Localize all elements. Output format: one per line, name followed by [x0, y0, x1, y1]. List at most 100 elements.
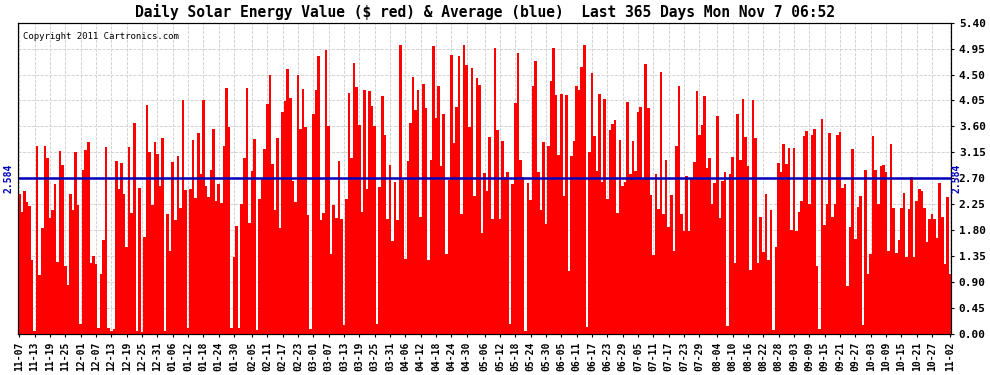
Bar: [939, 183, 940, 334]
Bar: [299, 129, 302, 334]
Bar: [806, 131, 808, 334]
Bar: [36, 147, 39, 334]
Bar: [139, 188, 141, 334]
Bar: [867, 274, 869, 334]
Bar: [120, 163, 123, 334]
Bar: [281, 112, 284, 334]
Bar: [775, 247, 777, 334]
Bar: [727, 326, 729, 334]
Bar: [404, 260, 407, 334]
Bar: [271, 164, 273, 334]
Bar: [872, 136, 874, 334]
Bar: [544, 224, 547, 334]
Bar: [580, 68, 583, 334]
Bar: [261, 179, 263, 334]
Bar: [742, 99, 744, 334]
Bar: [79, 324, 82, 334]
Bar: [156, 154, 158, 334]
Bar: [795, 231, 798, 334]
Bar: [567, 271, 570, 334]
Bar: [751, 100, 754, 334]
Bar: [34, 331, 36, 334]
Bar: [169, 251, 171, 334]
Bar: [512, 183, 514, 334]
Bar: [501, 141, 504, 334]
Bar: [596, 171, 598, 334]
Bar: [874, 170, 877, 334]
Bar: [670, 195, 672, 334]
Bar: [680, 214, 683, 334]
Bar: [110, 331, 113, 334]
Bar: [821, 119, 824, 334]
Bar: [646, 108, 649, 334]
Bar: [128, 147, 131, 334]
Bar: [843, 184, 846, 334]
Bar: [744, 137, 746, 334]
Bar: [325, 50, 328, 334]
Bar: [898, 240, 900, 334]
Bar: [560, 94, 562, 334]
Bar: [317, 56, 320, 334]
Bar: [606, 200, 609, 334]
Bar: [163, 331, 166, 334]
Bar: [373, 126, 376, 334]
Bar: [734, 263, 737, 334]
Bar: [414, 110, 417, 334]
Bar: [916, 201, 918, 334]
Bar: [425, 108, 427, 334]
Bar: [483, 172, 486, 334]
Bar: [268, 75, 271, 334]
Bar: [202, 100, 205, 334]
Bar: [215, 201, 218, 334]
Bar: [228, 127, 231, 334]
Bar: [475, 78, 478, 334]
Bar: [205, 186, 207, 334]
Bar: [328, 126, 330, 334]
Bar: [851, 149, 854, 334]
Bar: [578, 90, 580, 334]
Bar: [89, 264, 92, 334]
Bar: [371, 106, 373, 334]
Bar: [64, 266, 66, 334]
Bar: [637, 112, 640, 334]
Bar: [882, 165, 885, 334]
Bar: [931, 214, 934, 334]
Bar: [486, 190, 488, 334]
Bar: [302, 89, 304, 334]
Bar: [588, 152, 591, 334]
Bar: [82, 170, 84, 334]
Bar: [87, 142, 89, 334]
Bar: [407, 160, 409, 334]
Bar: [312, 114, 315, 334]
Bar: [905, 257, 908, 334]
Bar: [598, 94, 601, 334]
Bar: [66, 285, 69, 334]
Bar: [92, 256, 95, 334]
Bar: [514, 104, 517, 334]
Bar: [255, 330, 258, 334]
Bar: [115, 161, 118, 334]
Bar: [703, 96, 706, 334]
Bar: [622, 186, 624, 334]
Bar: [693, 162, 696, 334]
Bar: [685, 176, 688, 334]
Bar: [284, 100, 286, 334]
Bar: [627, 102, 629, 334]
Bar: [289, 98, 292, 334]
Bar: [819, 329, 821, 334]
Bar: [174, 220, 176, 334]
Bar: [837, 135, 839, 334]
Bar: [854, 239, 856, 334]
Bar: [757, 263, 759, 334]
Bar: [946, 197, 948, 334]
Bar: [824, 225, 826, 334]
Text: 2.584: 2.584: [951, 164, 961, 193]
Bar: [223, 146, 225, 334]
Bar: [683, 231, 685, 334]
Bar: [849, 227, 851, 334]
Bar: [440, 166, 443, 334]
Bar: [69, 194, 71, 334]
Bar: [189, 189, 192, 334]
Bar: [662, 214, 665, 334]
Bar: [842, 188, 843, 334]
